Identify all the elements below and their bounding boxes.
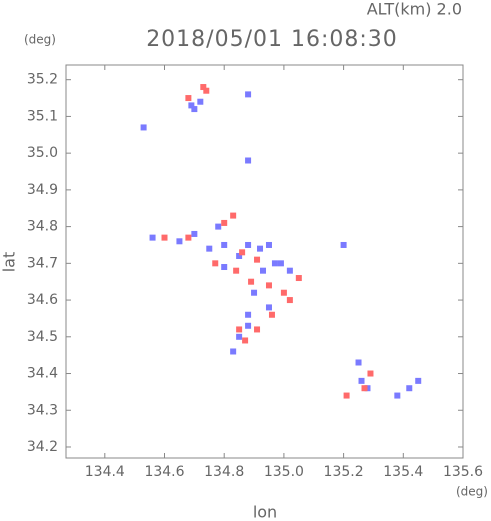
y-tick-label: 35.1 bbox=[27, 108, 58, 124]
x-tick-label: 134.4 bbox=[85, 464, 125, 480]
point bbox=[367, 370, 374, 377]
x-tick-label: 135.2 bbox=[324, 464, 364, 480]
point bbox=[185, 95, 192, 102]
point bbox=[265, 241, 272, 248]
point bbox=[415, 377, 422, 384]
point bbox=[200, 84, 207, 91]
x-tick-label: 134.8 bbox=[204, 464, 244, 480]
point bbox=[248, 278, 255, 285]
point bbox=[254, 326, 261, 333]
point bbox=[161, 234, 168, 241]
plot-frame bbox=[65, 64, 464, 459]
point bbox=[286, 297, 293, 304]
y-tick-label: 35.0 bbox=[27, 145, 58, 161]
x-tick-label: 135.0 bbox=[264, 464, 304, 480]
x-tick-label: 134.6 bbox=[144, 464, 184, 480]
point bbox=[230, 212, 237, 219]
point bbox=[260, 267, 267, 274]
point bbox=[221, 264, 228, 271]
point bbox=[212, 260, 219, 267]
point bbox=[280, 289, 287, 296]
point bbox=[245, 322, 252, 329]
x-tick-label: 135.6 bbox=[443, 464, 483, 480]
x-axis-label: lon bbox=[253, 503, 277, 521]
y-unit: (deg) bbox=[24, 33, 56, 47]
point bbox=[221, 241, 228, 248]
point bbox=[406, 385, 413, 392]
y-tick-label: 34.3 bbox=[27, 402, 58, 418]
point bbox=[295, 275, 302, 282]
point bbox=[236, 252, 243, 259]
x-unit: (deg) bbox=[456, 485, 488, 499]
point bbox=[188, 102, 195, 109]
x-tick-label: 135.4 bbox=[383, 464, 423, 480]
point bbox=[361, 385, 368, 392]
point bbox=[265, 282, 272, 289]
point bbox=[176, 238, 183, 245]
point bbox=[230, 348, 237, 355]
point bbox=[254, 256, 261, 263]
y-tick-label: 34.5 bbox=[27, 329, 58, 345]
point bbox=[239, 249, 246, 256]
y-tick-label: 34.6 bbox=[27, 292, 58, 308]
point bbox=[245, 157, 252, 164]
chart-title: 2018/05/01 16:08:30 bbox=[146, 27, 398, 52]
point bbox=[191, 230, 198, 237]
point bbox=[394, 392, 401, 399]
point bbox=[358, 377, 365, 384]
point bbox=[215, 223, 222, 230]
point bbox=[203, 87, 210, 94]
point bbox=[242, 337, 249, 344]
point bbox=[340, 241, 347, 248]
point bbox=[197, 98, 204, 105]
y-axis-label: lat bbox=[0, 252, 19, 273]
y-tick-label: 34.7 bbox=[27, 255, 58, 271]
point bbox=[140, 124, 147, 131]
point bbox=[206, 245, 213, 252]
point bbox=[245, 241, 252, 248]
point bbox=[191, 106, 198, 113]
point bbox=[343, 392, 350, 399]
y-tick-label: 35.2 bbox=[27, 72, 58, 88]
point bbox=[265, 304, 272, 311]
point bbox=[221, 219, 228, 226]
chart-subtitle: ALT(km) 2.0 bbox=[367, 0, 462, 19]
y-tick-label: 34.4 bbox=[27, 366, 58, 382]
point bbox=[185, 234, 192, 241]
point bbox=[355, 359, 362, 366]
point bbox=[149, 234, 156, 241]
y-tick-label: 34.2 bbox=[27, 439, 58, 455]
point bbox=[257, 245, 264, 252]
point bbox=[233, 267, 240, 274]
y-tick-label: 34.8 bbox=[27, 219, 58, 235]
point bbox=[236, 333, 243, 340]
point bbox=[271, 260, 278, 267]
y-tick-label: 34.9 bbox=[27, 182, 58, 198]
point bbox=[245, 91, 252, 98]
point bbox=[251, 289, 258, 296]
point bbox=[245, 311, 252, 318]
point bbox=[286, 267, 293, 274]
point bbox=[277, 260, 284, 267]
point bbox=[268, 311, 275, 318]
point bbox=[236, 326, 243, 333]
